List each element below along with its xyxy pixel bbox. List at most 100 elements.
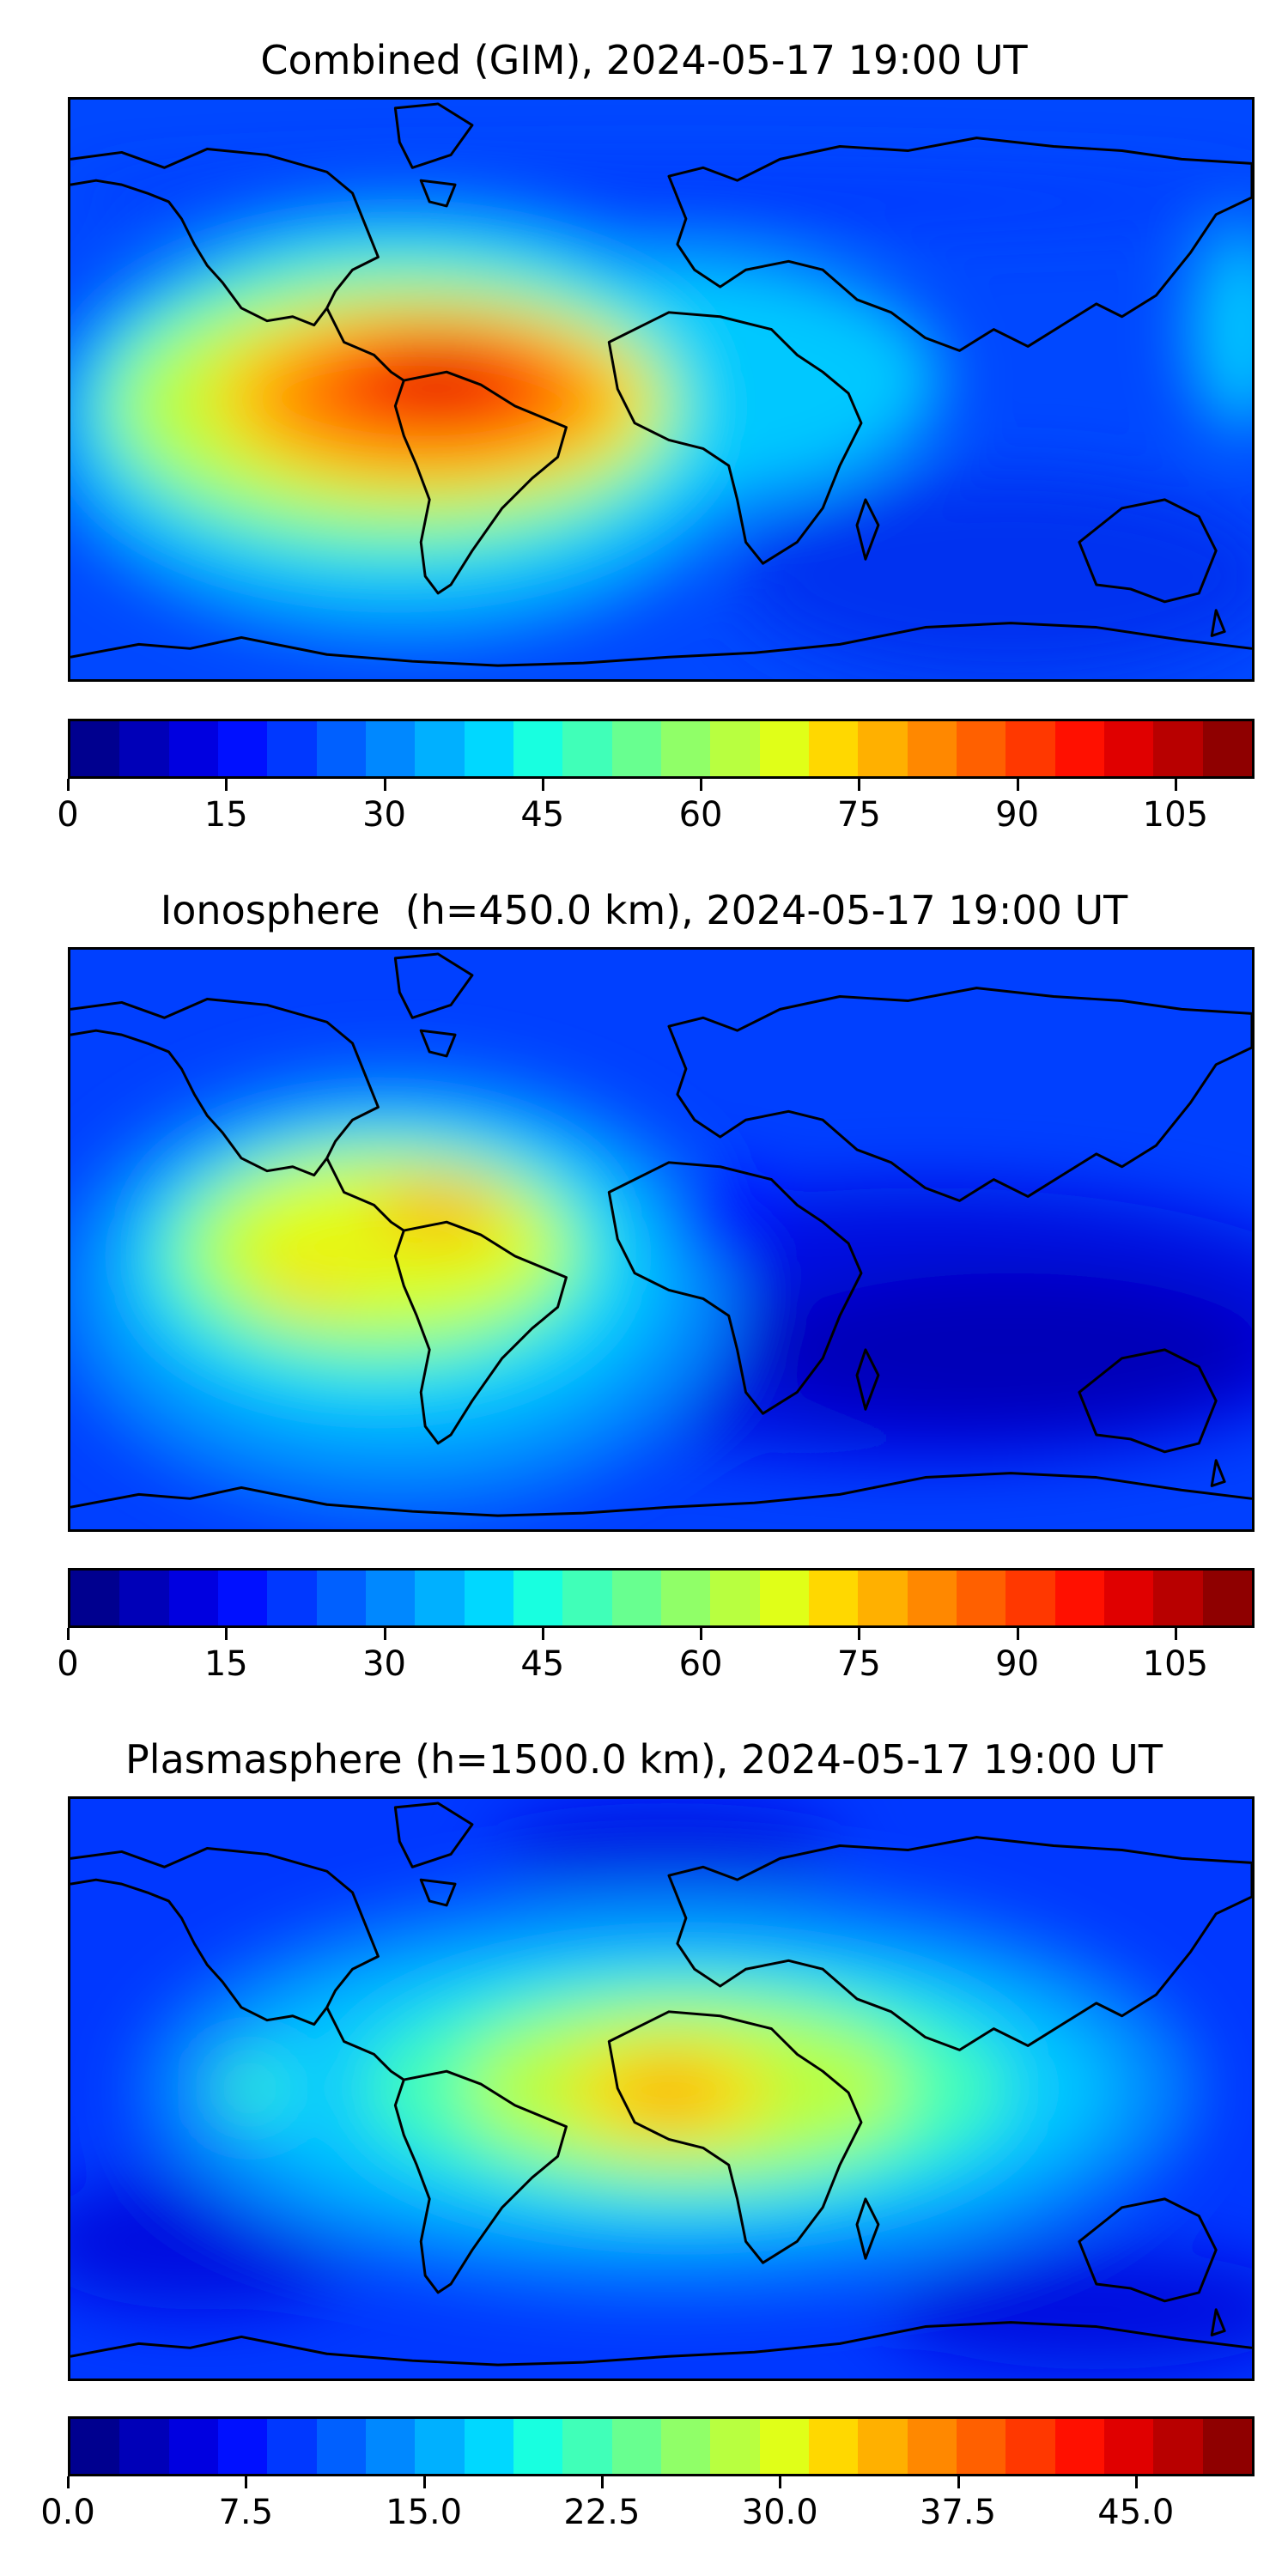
colorbar-segment — [710, 1571, 760, 1625]
colorbar-segment — [759, 1571, 809, 1625]
colorbar-segment — [217, 2419, 268, 2474]
map-plasmasphere-tec — [68, 1796, 1255, 2381]
colorbar-ionosphere — [68, 1568, 1255, 1628]
colorbar-segment — [562, 721, 612, 776]
colorbar-tick-label: 37.5 — [919, 2493, 997, 2532]
colorbar-tick-label: 60 — [678, 1644, 723, 1684]
colorbar-segment — [464, 721, 513, 776]
colorbar-tick — [1174, 779, 1177, 791]
colorbar-segment — [660, 2419, 711, 2474]
colorbar-tick-label: 90 — [995, 795, 1040, 835]
colorbar-tick-label: 75 — [836, 1644, 881, 1684]
colorbar-segment — [217, 721, 268, 776]
colorbar-segment — [611, 721, 661, 776]
colorbar-tick — [858, 779, 861, 791]
colorbar-tick — [779, 2476, 782, 2488]
colorbar-tick — [225, 779, 228, 791]
colorbar-segment — [907, 2419, 957, 2474]
colorbar-tick — [541, 1628, 544, 1640]
colorbar-segment — [513, 2419, 563, 2474]
colorbar-segment — [70, 1571, 120, 1625]
colorbar-segment — [1103, 2419, 1154, 2474]
tec-field-combined — [70, 100, 1252, 679]
colorbar-tick — [541, 779, 544, 791]
colorbar-segment — [956, 1571, 1006, 1625]
colorbar-segment — [611, 1571, 661, 1625]
colorbar-tick-label: 30.0 — [741, 2493, 818, 2532]
colorbar-tick — [245, 2476, 248, 2488]
colorbar-tick-label: 22.5 — [563, 2493, 641, 2532]
colorbar-combined — [68, 719, 1255, 779]
colorbar-segment — [119, 2419, 169, 2474]
colorbar-tick-label: 15 — [204, 1644, 248, 1684]
colorbar-tick — [600, 2476, 604, 2488]
colorbar-segment — [759, 2419, 809, 2474]
colorbar-ticks-ionosphere: 0 15 30 45 60 75 90 105 — [57, 1628, 1255, 1688]
colorbar-ticks-plasmasphere: 0.0 7.5 15.0 22.5 30.0 37.5 45.0 — [40, 2476, 1255, 2537]
colorbar-segment — [365, 1571, 416, 1625]
colorbar-segment — [415, 1571, 465, 1625]
colorbar-tick — [858, 1628, 861, 1640]
map-ionosphere-tec — [68, 947, 1255, 1532]
panel-title-ionosphere: Ionosphere (h=450.0 km), 2024-05-17 19:0… — [160, 887, 1128, 933]
colorbar-tick-label: 105 — [1142, 1644, 1209, 1684]
colorbar-segment — [316, 2419, 366, 2474]
colorbar-segment — [1005, 1571, 1055, 1625]
colorbar-tick-label: 45 — [520, 1644, 565, 1684]
colorbar-tick — [383, 1628, 386, 1640]
colorbar-segment — [858, 2419, 908, 2474]
colorbar-segment — [710, 2419, 760, 2474]
colorbar-segment — [1054, 1571, 1104, 1625]
colorbar-segment — [1153, 721, 1203, 776]
colorbar-segment — [1054, 2419, 1104, 2474]
coastlines — [70, 952, 1252, 1517]
colorbar-segment — [513, 721, 563, 776]
colorbar-tick-label: 30 — [362, 1644, 406, 1684]
colorbar-tick — [67, 779, 70, 791]
colorbar-segment — [660, 721, 711, 776]
colorbar-segment — [316, 1571, 366, 1625]
colorbar-segment — [168, 721, 218, 776]
tec-field-plasmasphere — [70, 1799, 1252, 2379]
colorbar-tick-label: 45.0 — [1097, 2493, 1175, 2532]
colorbar-tick — [1016, 1628, 1019, 1640]
colorbar-tick-label: 30 — [362, 795, 406, 835]
colorbar-segment — [415, 721, 465, 776]
colorbar-tick-label: 45 — [520, 795, 565, 835]
coastlines — [70, 102, 1252, 667]
colorbar-segment — [1054, 721, 1104, 776]
colorbar-tick-label: 15.0 — [386, 2493, 463, 2532]
colorbar-segment — [562, 1571, 612, 1625]
colorbar-segment — [267, 2419, 317, 2474]
panel-title-combined: Combined (GIM), 2024-05-17 19:00 UT — [260, 37, 1028, 83]
colorbar-tick-label: 0.0 — [40, 2493, 95, 2532]
colorbar-segment — [808, 721, 859, 776]
colorbar-segment — [365, 2419, 416, 2474]
colorbar-segment — [759, 721, 809, 776]
tec-field-ionosphere — [70, 950, 1252, 1529]
colorbar-segment — [119, 1571, 169, 1625]
colorbar-segment — [1103, 1571, 1154, 1625]
colorbar-segment — [1005, 2419, 1055, 2474]
colorbar-segment — [267, 721, 317, 776]
colorbar-tick-label: 90 — [995, 1644, 1040, 1684]
colorbar-segment — [858, 1571, 908, 1625]
colorbar-segment — [464, 2419, 513, 2474]
colorbar-tick-label: 0 — [57, 1644, 79, 1684]
colorbar-tick — [1016, 779, 1019, 791]
colorbar-segment — [1005, 721, 1055, 776]
colorbar-tick — [1174, 1628, 1177, 1640]
colorbar-segment — [365, 721, 416, 776]
colorbar-segment — [808, 2419, 859, 2474]
colorbar-tick — [67, 1628, 70, 1640]
map-combined-tec — [68, 97, 1255, 682]
colorbar-ticks-combined: 0 15 30 45 60 75 90 105 — [57, 779, 1255, 839]
colorbar-segment — [907, 721, 957, 776]
panel-title-plasmasphere: Plasmasphere (h=1500.0 km), 2024-05-17 1… — [125, 1736, 1163, 1783]
colorbar-tick — [67, 2476, 70, 2488]
colorbar-segment — [1202, 1571, 1252, 1625]
colorbar-tick — [1134, 2476, 1138, 2488]
colorbar-tick-label: 0 — [57, 795, 79, 835]
colorbar-tick — [225, 1628, 228, 1640]
colorbar-segment — [562, 2419, 612, 2474]
